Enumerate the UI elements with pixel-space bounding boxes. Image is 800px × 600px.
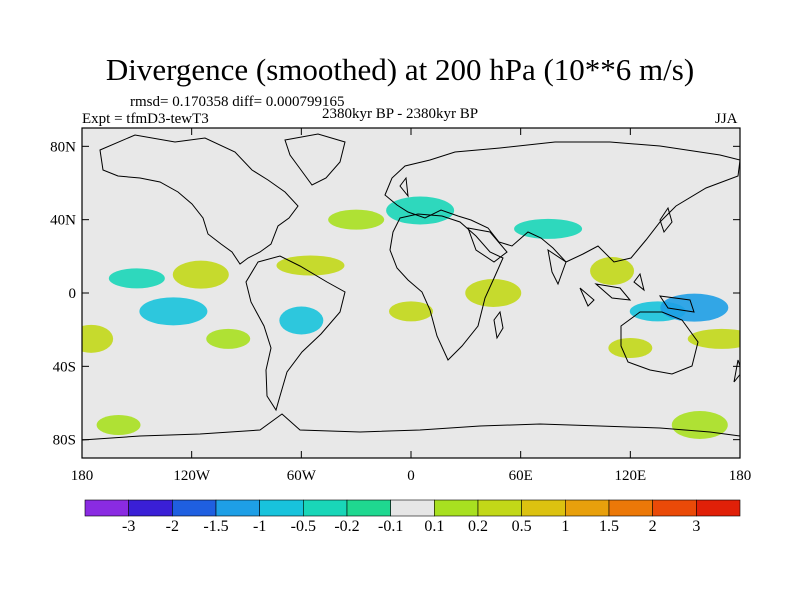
- divergence-anomaly: [279, 306, 324, 335]
- colorbar-label: -3: [121, 518, 136, 535]
- colorbar-swatch: [608, 499, 653, 517]
- colorbar-swatch: [521, 499, 566, 517]
- colorbar-label: 3: [692, 518, 701, 535]
- season-text: JJA: [715, 111, 738, 127]
- period-text: 2380kyr BP - 2380kyr BP: [322, 106, 479, 122]
- divergence-anomaly: [139, 297, 208, 326]
- axis-ticks: 80N 40N 0 40S 80S 180 120W 60W 0 60E 120E 180: [50, 128, 751, 484]
- colorbar-label: -0.1: [377, 518, 404, 535]
- divergence-anomaly: [465, 279, 522, 307]
- colorbar-label: 1: [561, 518, 570, 535]
- colorbar-label: -2: [165, 518, 179, 535]
- colorbar-label: 2: [648, 518, 657, 535]
- north-america-coast: [99, 134, 299, 265]
- divergence-anomaly: [389, 301, 433, 322]
- japan-coast: [659, 206, 673, 234]
- colorbar-swatch: [434, 499, 479, 517]
- map-background: [82, 128, 740, 458]
- colorbar: [84, 499, 741, 517]
- antarctica-coast: [82, 413, 740, 441]
- colorbar-swatch: [390, 499, 435, 517]
- africa-coast: [389, 213, 504, 361]
- lon-tick-label: 60W: [287, 468, 317, 484]
- divergence-anomaly: [671, 411, 728, 439]
- madagascar-coast: [493, 310, 504, 340]
- lon-tick-label: 0: [407, 468, 415, 484]
- lat-tick-label: 40S: [53, 359, 76, 375]
- experiment-text: Expt = tfmD3-tewT3: [82, 111, 209, 127]
- colorbar-swatch: [346, 499, 391, 517]
- colorbar-label: -0.2: [334, 518, 360, 535]
- divergence-anomaly: [276, 255, 345, 276]
- divergence-anomaly: [206, 328, 251, 349]
- colorbar-label: 0.1: [424, 518, 445, 535]
- lon-tick-label: 120E: [614, 468, 646, 484]
- divergence-anomaly: [328, 209, 385, 230]
- divergence-anomaly: [172, 260, 229, 289]
- colorbar-swatch: [565, 499, 610, 517]
- colorbar-swatch: [259, 499, 304, 517]
- south-america-coast: [245, 255, 346, 412]
- colorbar-label: 0.2: [468, 518, 488, 535]
- coastlines: [82, 133, 740, 441]
- colorbar-swatch: [172, 499, 217, 517]
- colorbar-swatch: [84, 499, 129, 517]
- colorbar-swatch: [477, 499, 522, 517]
- eurasia-coast: [384, 141, 740, 263]
- colorbar-swatch: [128, 499, 173, 517]
- divergence-anomaly: [82, 324, 114, 353]
- divergence-anomaly: [660, 293, 729, 322]
- greenland-coast: [284, 133, 346, 186]
- divergence-anomaly: [386, 196, 455, 225]
- borneo-coast: [594, 283, 632, 301]
- new-zealand-coast: [733, 359, 740, 383]
- colorbar-swatch: [215, 499, 260, 517]
- india-coast: [547, 248, 567, 286]
- philippines-coast: [633, 272, 645, 292]
- colorbar-label: -1: [252, 518, 267, 535]
- new-guinea-coast: [658, 295, 695, 313]
- lat-tick-label: 80S: [53, 433, 76, 449]
- colorbar-swatch: [303, 499, 348, 517]
- australia-coast: [620, 311, 699, 375]
- map-title: Divergence (smoothed) at 200 hPa (10**6 …: [105, 52, 695, 87]
- divergence-anomaly: [96, 415, 141, 435]
- lon-tick-label: 180: [71, 468, 94, 484]
- divergence-anomaly: [108, 268, 165, 289]
- lat-tick-label: 80N: [50, 139, 76, 155]
- divergence-anomaly: [608, 338, 653, 358]
- colorbar-label: 0.5: [511, 518, 532, 535]
- colorbar-swatch: [696, 499, 741, 517]
- divergence-anomaly: [687, 328, 740, 349]
- colorbar-label: 1.5: [599, 518, 619, 535]
- colorbar-swatch: [652, 499, 697, 517]
- divergence-anomaly: [590, 257, 635, 285]
- lat-tick-label: 0: [69, 286, 77, 302]
- sumatra-coast: [579, 287, 595, 307]
- british-isles-coast: [399, 176, 409, 198]
- lon-tick-label: 60E: [509, 468, 533, 484]
- colorbar-label: -0.5: [290, 518, 316, 535]
- lon-tick-label: 120W: [173, 468, 211, 484]
- arabia-coast: [467, 227, 508, 263]
- colorbar-label: -1.5: [203, 518, 229, 535]
- stats-text: rmsd= 0.170358 diff= 0.000799165: [130, 94, 345, 110]
- lat-tick-label: 40N: [50, 213, 76, 229]
- lon-tick-label: 180: [729, 468, 752, 484]
